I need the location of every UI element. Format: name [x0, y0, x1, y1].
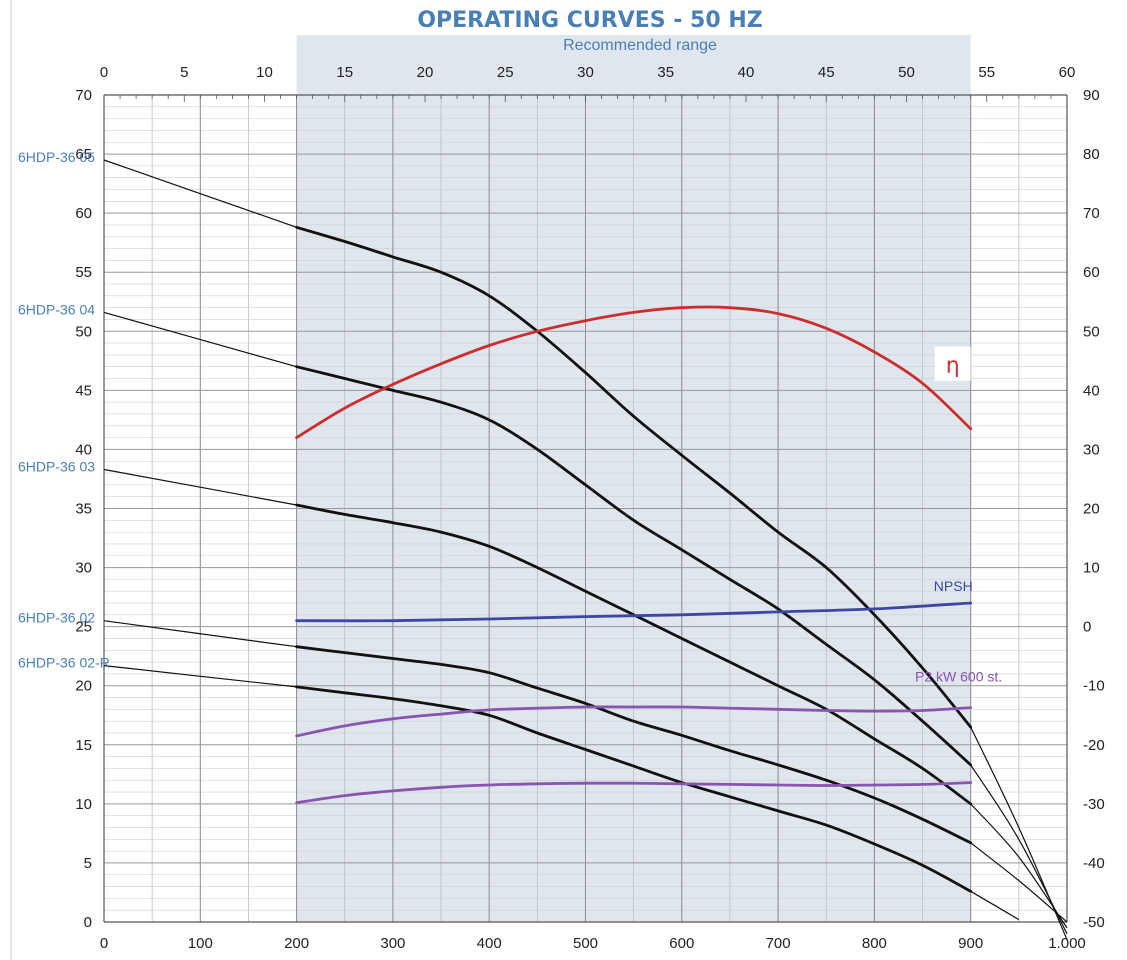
series-label-6hdp-36-02-r: 6HDP-36 02-R	[18, 655, 110, 671]
y-axis-left-tick-label: 40	[75, 441, 92, 458]
chart-grid	[103, 94, 1068, 923]
x-axis-top-tick-label: 35	[657, 64, 674, 81]
chart-subtitle: Recommended range	[563, 37, 717, 54]
x-axis-top-tick-label: 30	[577, 64, 594, 81]
series-line-6hdp-36-04	[295, 365, 973, 767]
series-line-p2-kw-600-st	[295, 705, 973, 738]
x-axis-top-tick-label: 55	[978, 64, 995, 81]
series-extension-before-6hdp-36-04	[103, 311, 297, 368]
y-axis-right-tick-label: -30	[1083, 796, 1105, 813]
y-axis-right-tick-label: 40	[1083, 382, 1100, 399]
x-axis-bottom-tick-label: 800	[862, 935, 887, 952]
y-axis-left-tick-label: 5	[84, 855, 92, 872]
x-axis-top-tick-label: 25	[497, 64, 514, 81]
x-axis-top-tick-label: 20	[417, 64, 434, 81]
x-axis-top-tick-label: 15	[336, 64, 353, 81]
y-axis-left-tick-label: 55	[75, 264, 92, 281]
x-axis-bottom-tick-label: 1.000	[1048, 935, 1086, 952]
series-extension-after-6hdp-36-05	[970, 726, 1068, 940]
y-axis-left-tick-label: 25	[75, 619, 92, 636]
series-label-p2: P2 kW 600 st.	[915, 669, 1002, 685]
y-axis-left-tick-label: 20	[75, 678, 92, 695]
chart-series	[103, 159, 1068, 940]
x-axis-bottom-tick-label: 100	[188, 935, 213, 952]
y-axis-left-tick-label: 30	[75, 560, 92, 577]
x-axis-bottom-tick-label: 400	[477, 935, 502, 952]
y-axis-right-tick-label: 90	[1083, 87, 1100, 104]
series-extension-before-6hdp-36-02	[103, 620, 297, 648]
series-line-6hdp-36-02-r	[295, 685, 973, 893]
y-axis-right-tick-label: 10	[1083, 560, 1100, 577]
series-extension-after-6hdp-36-02	[970, 842, 1068, 923]
x-axis-bottom-tick-label: 200	[284, 935, 309, 952]
series-extension-after-6hdp-36-02-r	[970, 890, 1020, 921]
x-axis-top-tick-label: 40	[738, 64, 755, 81]
series-line-curve	[295, 305, 973, 439]
x-axis-top-tick-label: 5	[180, 64, 188, 81]
series-label-6hdp-36-05: 6HDP-36 05	[18, 149, 95, 165]
x-axis-bottom-tick-label: 900	[958, 935, 983, 952]
eta-label-box	[934, 346, 971, 381]
series-label-6hdp-36-04: 6HDP-36 04	[18, 301, 95, 317]
series-extension-before-6hdp-36-05	[103, 159, 297, 228]
series-line-p2-curve-2	[295, 781, 973, 805]
y-axis-right-tick-label: -50	[1083, 914, 1105, 931]
x-axis-top-tick-label: 60	[1059, 64, 1076, 81]
y-axis-left-tick-label: 45	[75, 382, 92, 399]
x-axis-bottom-tick-label: 500	[573, 935, 598, 952]
x-axis-top-tick-label: 0	[100, 64, 108, 81]
y-axis-right-tick-label: 50	[1083, 323, 1100, 340]
y-axis-right-tick-label: -20	[1083, 737, 1105, 754]
x-axis-bottom-tick-label: 300	[380, 935, 405, 952]
series-line-npsh	[295, 601, 973, 623]
y-axis-left-tick-label: 0	[84, 914, 92, 931]
y-axis-left-tick-label: 60	[75, 205, 92, 222]
y-axis-left-tick-label: 10	[75, 796, 92, 813]
y-axis-right-tick-label: 80	[1083, 146, 1100, 163]
x-axis-top-tick-label: 50	[898, 64, 915, 81]
y-axis-right-tick-label: -10	[1083, 678, 1105, 695]
y-axis-right-tick-label: 70	[1083, 205, 1100, 222]
series-label-eta: η	[946, 354, 960, 379]
y-axis-right-tick-label: -40	[1083, 855, 1105, 872]
series-line-6hdp-36-02	[295, 645, 973, 845]
series-extension-before-6hdp-36-03	[103, 468, 297, 506]
y-axis-right-tick-label: 0	[1083, 619, 1091, 636]
chart-title: OPERATING CURVES - 50 HZ	[417, 8, 762, 33]
series-extension-before-6hdp-36-02-r	[103, 665, 297, 688]
y-axis-left-tick-label: 65	[75, 146, 92, 163]
series-label-npsh: NPSH	[934, 578, 973, 594]
x-axis-bottom-tick-label: 600	[669, 935, 694, 952]
y-axis-right-tick-label: 60	[1083, 264, 1100, 281]
y-axis-left-tick-label: 70	[75, 87, 92, 104]
x-axis-top-tick-label: 10	[256, 64, 273, 81]
y-axis-left-tick-label: 15	[75, 737, 92, 754]
y-axis-left-tick-label: 35	[75, 501, 92, 518]
chart-axes	[10, 0, 1068, 960]
x-axis-bottom-tick-label: 0	[100, 935, 108, 952]
series-label-6hdp-36-02: 6HDP-36 02	[18, 610, 95, 626]
x-axis-top-tick-label: 45	[818, 64, 835, 81]
y-axis-right-tick-label: 20	[1083, 501, 1100, 518]
x-axis-bottom-tick-label: 700	[766, 935, 791, 952]
y-axis-right-tick-label: 30	[1083, 441, 1100, 458]
y-axis-left-tick-label: 50	[75, 323, 92, 340]
series-label-6hdp-36-03: 6HDP-36 03	[18, 459, 95, 475]
